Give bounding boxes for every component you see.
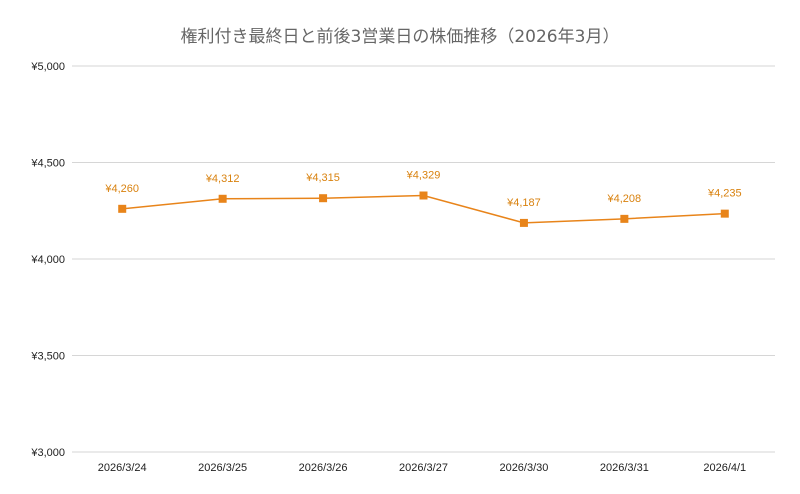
x-tick-label: 2026/4/1 [703,462,746,474]
data-point-marker [620,214,629,223]
data-label: ¥4,187 [506,197,541,209]
data-point-marker [218,194,227,203]
data-label: ¥4,315 [305,172,340,184]
x-tick-label: 2026/3/24 [98,462,147,474]
data-point-marker [118,204,127,213]
data-label: ¥4,235 [707,188,742,200]
data-point-marker [419,191,428,200]
data-label: ¥4,312 [205,173,240,185]
data-point-marker [319,194,328,203]
x-tick-label: 2026/3/25 [198,462,247,474]
y-tick-label: ¥3,500 [30,351,65,363]
data-point-marker [720,209,729,218]
data-point-marker [519,218,528,227]
data-label: ¥4,329 [406,170,441,182]
x-tick-label: 2026/3/30 [499,462,548,474]
data-label: ¥4,260 [104,183,139,195]
y-tick-label: ¥5,000 [30,61,65,73]
y-tick-label: ¥4,500 [30,158,65,170]
y-tick-label: ¥3,000 [30,447,65,459]
x-tick-label: 2026/3/27 [399,462,448,474]
data-label: ¥4,208 [607,193,642,205]
y-tick-label: ¥4,000 [30,254,65,266]
x-tick-label: 2026/3/31 [600,462,649,474]
x-tick-label: 2026/3/26 [299,462,348,474]
chart-title: 権利付き最終日と前後3営業日の株価推移（2026年3月） [180,27,620,47]
